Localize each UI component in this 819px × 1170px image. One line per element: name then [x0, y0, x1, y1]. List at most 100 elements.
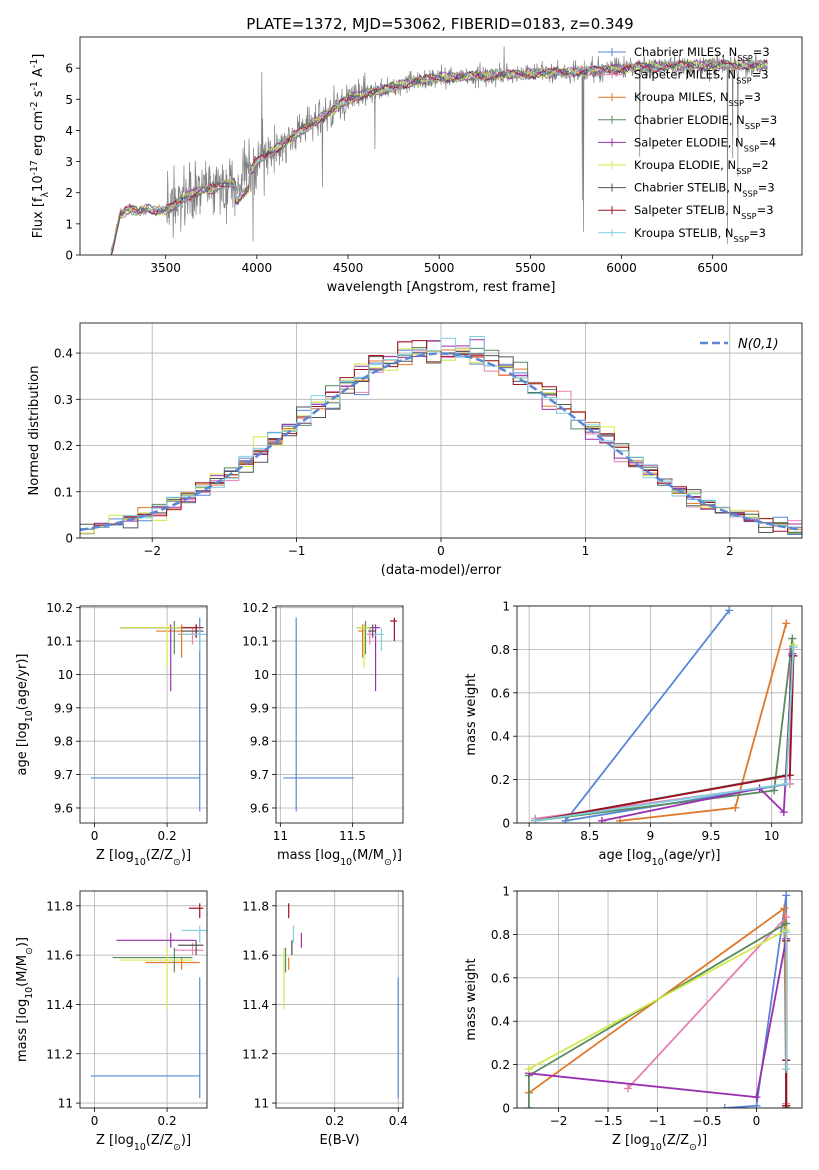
y-tick-label: 0.8	[491, 928, 510, 942]
point-kroupa-elodie	[119, 947, 193, 1010]
x-tick-label: 0.2	[325, 1114, 344, 1128]
x-tick-label: 4000	[242, 261, 273, 275]
x-tick-label: 0	[753, 1114, 761, 1128]
y-tick-label: 11.8	[242, 899, 269, 913]
y-tick-label: 2	[65, 186, 73, 200]
axes-frame	[79, 605, 208, 824]
x-tick-label: 3500	[150, 261, 181, 275]
legend-label-salpeter-elodie: Salpeter ELODIE, NSSP=4	[634, 135, 776, 153]
plot-area	[283, 903, 399, 1099]
x-tick-label: −1.5	[593, 1114, 622, 1128]
y-tick-label: 6	[65, 62, 73, 76]
x-tick-label: 9.5	[701, 829, 720, 843]
y-tick-label: 0.3	[54, 393, 73, 407]
series-line	[528, 929, 787, 1070]
x-axis-label: E(B-V)	[319, 1133, 359, 1148]
point-kroupa-stelib	[181, 627, 207, 652]
y-tick-label: 0.6	[491, 971, 510, 985]
x-tick-label: 5000	[424, 261, 455, 275]
y-axis-label: mass [log10(M/M⊙)]	[15, 937, 35, 1062]
y-tick-label: 9.9	[54, 701, 73, 715]
x-tick-label: 10	[764, 829, 779, 843]
axes-mass_vs_ebv: 0.2 0.4 11 11.2 11.4 11.6 11.8 E(B-V)	[242, 890, 408, 1148]
x-tick-label: 8.5	[580, 829, 599, 843]
y-tick-label: 11.8	[46, 899, 73, 913]
y-tick-label: 11.2	[46, 1047, 73, 1061]
x-tick-label: −1	[649, 1114, 667, 1128]
legend-label-chabrier-miles: Chabrier MILES, NSSP=3	[634, 45, 770, 63]
y-tick-label: 11	[58, 1097, 73, 1111]
x-tick-label: 4500	[333, 261, 364, 275]
y-tick-label: 10.2	[46, 601, 73, 615]
y-tick-label: 10.1	[242, 635, 269, 649]
axes-spectrum: 3500 4000 4500 5000 5500 6000 6500 0 1 2 3 4 5 6 wavel…	[29, 36, 803, 295]
y-tick-label: 0	[65, 532, 73, 546]
y-tick-label: 0	[65, 249, 73, 263]
residual-legend: N(0,1)	[700, 337, 779, 352]
x-tick-label: 11	[273, 829, 288, 843]
x-tick-label: 6000	[606, 261, 637, 275]
y-tick-label: 10.1	[46, 635, 73, 649]
series-marker	[597, 816, 606, 823]
x-tick-label: 0	[91, 1114, 99, 1128]
point-salpeter-elodie	[116, 932, 197, 948]
y-tick-label: 9.7	[250, 768, 269, 782]
axes-frame	[516, 890, 803, 1109]
y-tick-label: 11.2	[242, 1047, 269, 1061]
grid	[80, 606, 207, 823]
y-tick-label: 11.4	[46, 998, 73, 1012]
point-chabrier-elodie	[119, 621, 197, 655]
x-axis-label: age [log10(age/yr)]	[599, 848, 721, 868]
series-marker	[524, 1104, 533, 1108]
y-tick-label: 11.6	[46, 949, 73, 963]
series-kroupa-stelib	[782, 928, 791, 1073]
x-tick-label: 0	[91, 829, 99, 843]
x-tick-label: 1	[582, 544, 590, 558]
x-axis-label: wavelength [Angstrom, rest frame]	[327, 280, 556, 295]
grid	[276, 891, 403, 1108]
spectrum-model-kroupa-miles	[110, 58, 768, 253]
y-tick-label: 0.2	[491, 1058, 510, 1072]
series-marker	[531, 816, 540, 823]
x-tick-label: 2	[726, 544, 734, 558]
series-marker	[789, 643, 798, 652]
spectrum-legend: Chabrier MILES, NSSP=3 Salpeter MILES, NS…	[598, 45, 777, 244]
grid	[276, 606, 403, 823]
y-tick-label: 0.2	[54, 439, 73, 453]
point-chabrier-stelib	[368, 624, 376, 638]
series-salpeter-miles	[531, 645, 794, 823]
axes-frame	[79, 890, 208, 1109]
y-tick-label: 9.8	[54, 735, 73, 749]
series-marker	[770, 786, 779, 795]
x-tick-label: −0.5	[692, 1114, 721, 1128]
x-axis-label: Z [log10(Z/Z⊙)]	[96, 1133, 191, 1153]
x-tick-label: 0.4	[389, 1114, 408, 1128]
series-marker	[779, 808, 788, 817]
series-marker	[623, 1084, 632, 1093]
x-tick-label: −2	[550, 1114, 568, 1128]
plot-area	[90, 617, 207, 812]
y-tick-label: 11.6	[242, 949, 269, 963]
series-chabrier-stelib	[531, 651, 797, 823]
y-tick-label: 0.4	[491, 730, 510, 744]
x-axis-label: (data-model)/error	[381, 563, 502, 578]
histogram-salpeter-stelib	[80, 340, 802, 532]
y-tick-label: 0.4	[491, 1015, 510, 1029]
point-kroupa-stelib	[181, 925, 207, 943]
x-tick-label: 0	[437, 544, 445, 558]
x-tick-label: −2	[143, 544, 161, 558]
point-kroupa-elodie	[356, 624, 370, 668]
y-tick-label: 0.4	[54, 347, 73, 361]
series-marker	[782, 891, 791, 900]
axes-age_vs_mass: 11 11.5 9.6 9.7 9.8 9.9 10 10.1 10.2 mass [log10(…	[242, 601, 404, 868]
axes-frame	[516, 605, 803, 824]
y-tick-label: 10	[254, 668, 269, 682]
point-chabrier-miles	[283, 617, 354, 812]
y-tick-label: 9.7	[54, 768, 73, 782]
series-salpeter-stelib	[531, 651, 798, 823]
series-line	[535, 638, 794, 822]
x-axis-label: mass [log10(M/M⊙)]	[277, 848, 402, 868]
y-tick-label: 0.6	[491, 686, 510, 700]
series-marker	[782, 779, 791, 788]
